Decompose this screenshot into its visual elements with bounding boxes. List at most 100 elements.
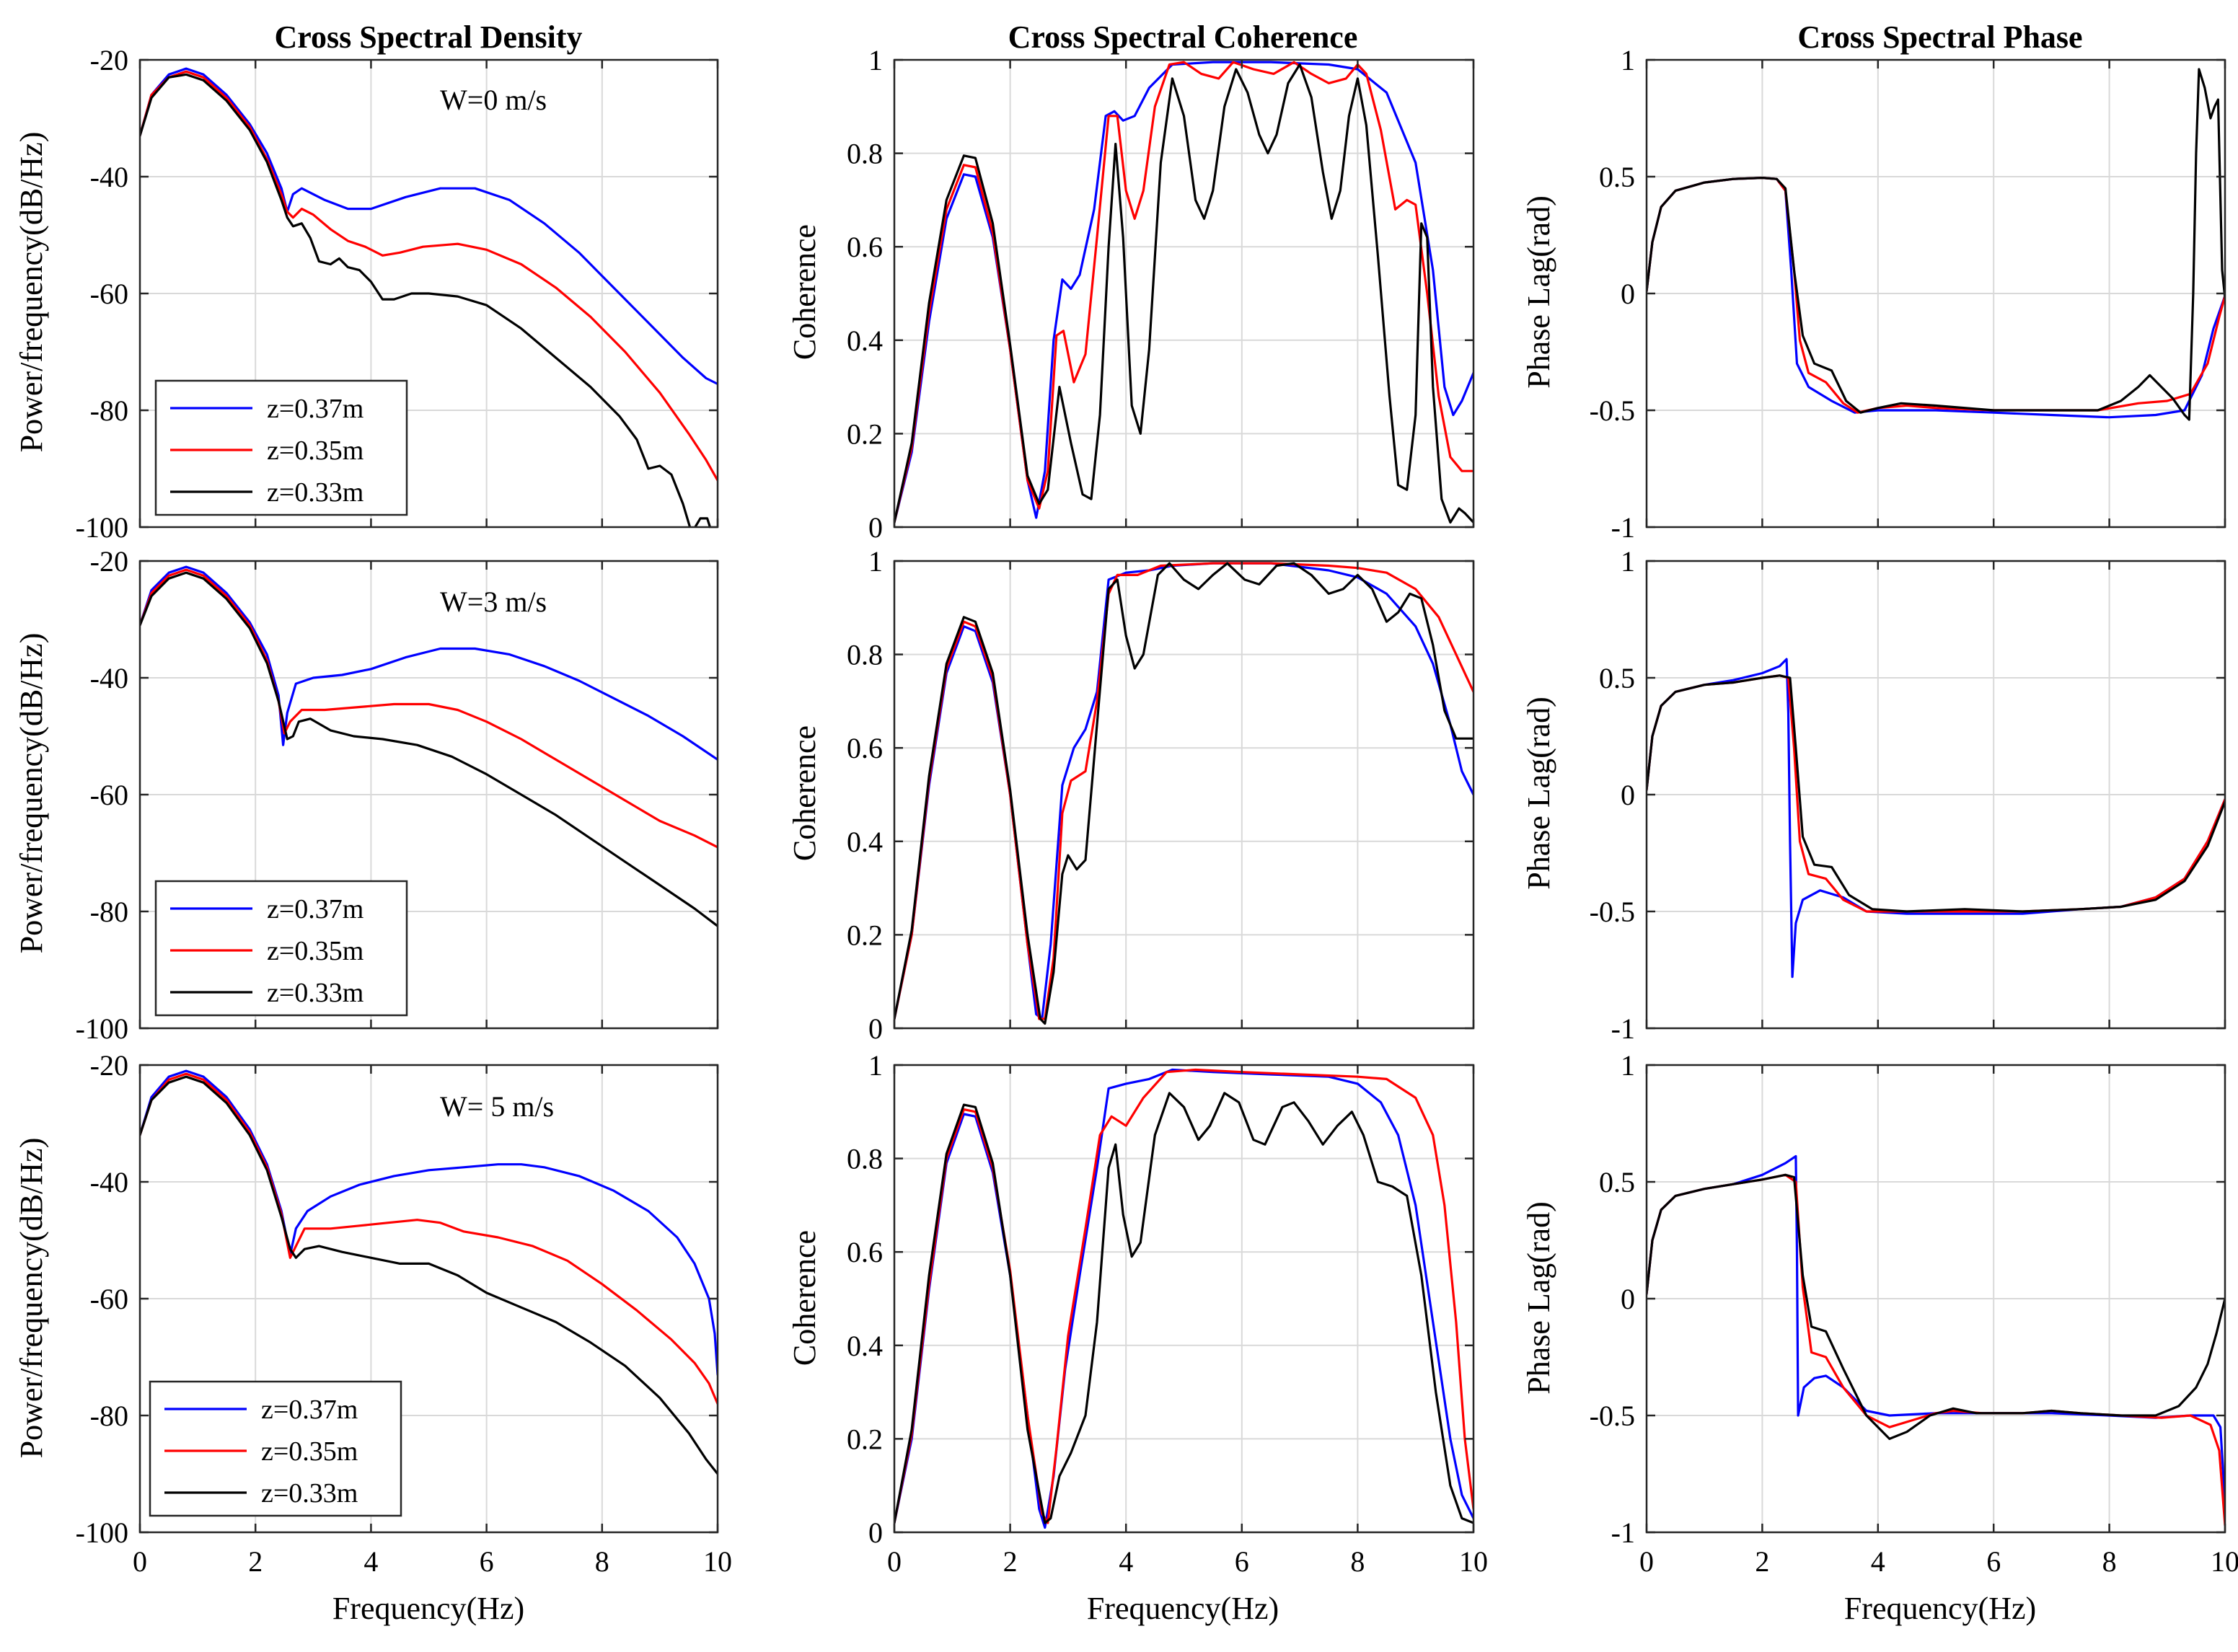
- ylabel-coh-row2: Coherence: [787, 725, 822, 861]
- y-tick-label: 0.8: [847, 639, 883, 671]
- series-line-z=0.33m: [140, 73, 712, 527]
- x-tick-label: 6: [1235, 1545, 1249, 1578]
- y-tick-label: 0.6: [847, 231, 883, 263]
- y-tick-label: -20: [90, 1049, 128, 1082]
- x-tick-label: 8: [1350, 1545, 1365, 1578]
- y-tick-label: -20: [90, 545, 128, 578]
- series-line-z=0.37m: [894, 61, 1473, 524]
- panel-phase-row3: 0 2 4 6 8 10 -1 -0.5 0 0.5 1: [1590, 1049, 2238, 1578]
- y-tick-label: -40: [90, 1166, 128, 1198]
- legend-label-z033: z=0.33m: [267, 978, 364, 1008]
- legend-label-z037: z=0.37m: [267, 894, 364, 924]
- annotation-w5: W= 5 m/s: [440, 1090, 554, 1123]
- series-group: [1647, 68, 2225, 421]
- series-line-z=0.33m: [894, 1092, 1473, 1524]
- y-tick-label: 0.2: [847, 919, 883, 951]
- legend-label-z033: z=0.33m: [267, 477, 364, 508]
- series-line-z=0.35m: [140, 1072, 718, 1405]
- y-tick-label: 0: [868, 1012, 883, 1045]
- panel-psd-row2: -100 -80 -60 -40 -20: [76, 545, 719, 1045]
- x-tick-label: 0: [133, 1545, 147, 1578]
- panel-coherence-row3: 0 2 4 6 8 10 0 0.2 0.4 0.6 0.8 1: [847, 1049, 1488, 1578]
- series-line-z=0.33m: [140, 1075, 718, 1475]
- series-line-z=0.33m: [894, 562, 1473, 1025]
- series-group: [894, 562, 1473, 1025]
- x-tick-label: 6: [1986, 1545, 2001, 1578]
- y-tick-label: -1: [1611, 1516, 1635, 1549]
- col-title-coherence: Cross Spectral Coherence: [1008, 19, 1358, 55]
- x-tick-label: 10: [1459, 1545, 1488, 1578]
- xlabel-coherence: Frequency(Hz): [1087, 1591, 1279, 1626]
- y-tick-label: 0: [868, 511, 883, 544]
- y-tick-label: -60: [90, 1283, 128, 1315]
- y-tick-label: 0.8: [847, 1143, 883, 1175]
- annotation-w3: W=3 m/s: [440, 586, 547, 618]
- y-tick-label: 0.8: [847, 138, 883, 170]
- y-tick-label: 0: [1621, 278, 1635, 310]
- annotation-w0: W=0 m/s: [440, 84, 547, 116]
- y-tick-label: 1: [1621, 545, 1635, 578]
- y-tick-label: 0.4: [847, 324, 883, 357]
- panel-coherence-row1: 0 0.2 0.4 0.6 0.8 1: [847, 44, 1475, 544]
- series-group: [1647, 1154, 2225, 1527]
- y-tick-label: -40: [90, 662, 128, 694]
- y-tick-label: -80: [90, 394, 128, 427]
- col-title-phase: Cross Spectral Phase: [1797, 19, 2082, 55]
- series-line-z=0.35m: [894, 1068, 1473, 1524]
- col-title-psd: Cross Spectral Density: [275, 19, 583, 55]
- x-tick-label: 8: [595, 1545, 609, 1578]
- y-tick-label: 1: [1621, 1049, 1635, 1082]
- series-line-z=0.33m: [1647, 1173, 2225, 1440]
- ylabel-psd-row3: Power/frequency(dB/Hz): [14, 1138, 49, 1459]
- panel-phase-row2: -1 -0.5 0 0.5 1: [1590, 545, 2226, 1045]
- series-line-z=0.35m: [894, 562, 1473, 1020]
- axes-box: [893, 560, 1475, 1030]
- plot-area: [894, 561, 1473, 1028]
- y-tick-label: 0: [868, 1516, 883, 1549]
- y-tick-label: -40: [90, 161, 128, 193]
- series-line-z=0.37m: [894, 1068, 1473, 1529]
- y-tick-label: 1: [868, 545, 883, 578]
- y-tick-label: -80: [90, 896, 128, 928]
- y-tick-label: -80: [90, 1400, 128, 1432]
- y-tick-label: 1: [868, 1049, 883, 1082]
- series-line-z=0.35m: [140, 568, 718, 849]
- series-line-z=0.37m: [140, 1069, 718, 1376]
- x-tick-label: 0: [887, 1545, 902, 1578]
- series-line-z=0.37m: [140, 67, 718, 386]
- xlabel-psd: Frequency(Hz): [332, 1591, 524, 1626]
- ylabel-phase-row1: Phase Lag(rad): [1521, 195, 1556, 389]
- x-tick-label: 4: [364, 1545, 378, 1578]
- legend-row1: z=0.37m z=0.35m z=0.33m: [154, 379, 408, 516]
- series-line-z=0.35m: [140, 70, 718, 482]
- y-tick-label: 0.5: [1599, 1166, 1635, 1198]
- legend-label-z033: z=0.33m: [261, 1478, 358, 1509]
- y-tick-label: 0.6: [847, 1236, 883, 1268]
- series-group: [140, 67, 718, 527]
- y-tick-label: 1: [868, 44, 883, 76]
- series-line-z=0.33m: [140, 571, 718, 927]
- y-tick-label: 0: [1621, 779, 1635, 811]
- series-line-z=0.33m: [1647, 674, 2225, 913]
- x-tick-label: 2: [1003, 1545, 1018, 1578]
- x-tick-label: 10: [2211, 1545, 2238, 1578]
- ylabel-phase-row3: Phase Lag(rad): [1521, 1201, 1556, 1395]
- plot-area: [894, 1065, 1473, 1532]
- xlabel-phase: Frequency(Hz): [1844, 1591, 2036, 1626]
- y-tick-label: 0: [1621, 1283, 1635, 1315]
- legend-label-z037: z=0.37m: [261, 1395, 358, 1425]
- y-tick-label: -1: [1611, 511, 1635, 544]
- x-tick-label: 4: [1871, 1545, 1885, 1578]
- series-group: [894, 61, 1473, 524]
- y-tick-label: -0.5: [1590, 896, 1635, 928]
- series-group: [140, 565, 718, 927]
- y-tick-label: 0.6: [847, 732, 883, 764]
- y-tick-label: 0.5: [1599, 662, 1635, 694]
- series-group: [894, 1068, 1473, 1529]
- legend-label-z035: z=0.35m: [267, 436, 364, 466]
- x-tick-label: 10: [703, 1545, 732, 1578]
- y-tick-label: 0.2: [847, 1423, 883, 1455]
- y-tick-label: -20: [90, 44, 128, 76]
- x-tick-label: 8: [2102, 1545, 2117, 1578]
